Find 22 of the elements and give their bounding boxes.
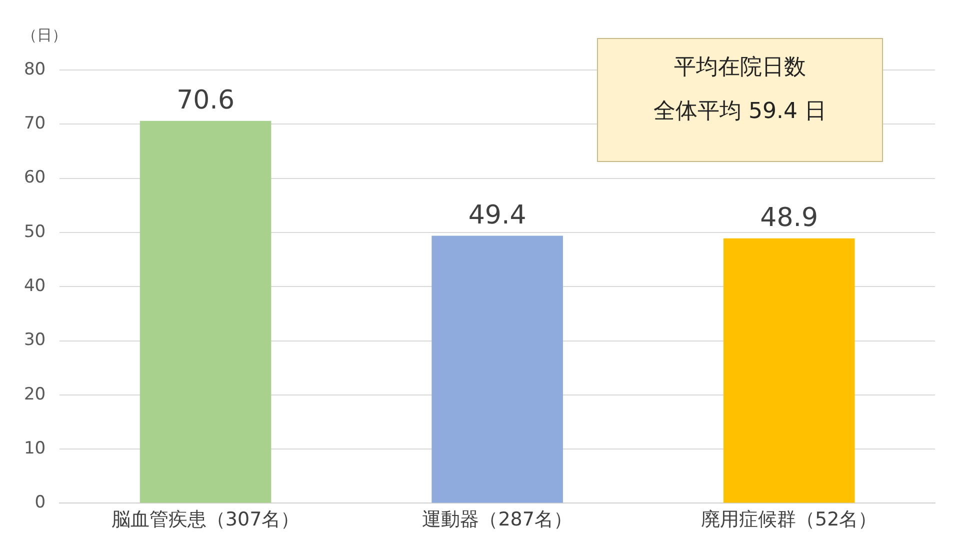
data-label: 49.4 — [468, 200, 526, 230]
y-tick-label: 50 — [24, 222, 46, 242]
y-tick-label: 30 — [24, 330, 46, 350]
y-tick-label: 0 — [34, 492, 46, 513]
bar — [432, 236, 563, 503]
chart-title: 平均在院日数 — [673, 54, 807, 82]
annotation: 全体平均 59.4 日 — [652, 98, 828, 126]
y-tick-label: 70 — [24, 114, 46, 134]
x-tick-label: 運動器（287名） — [422, 508, 572, 531]
x-tick-label: 脳血管疾患（307名） — [111, 508, 300, 531]
y-tick-label: 20 — [24, 384, 46, 404]
y-tick-label: 40 — [24, 276, 46, 296]
y-tick-label: 80 — [24, 59, 46, 80]
bar — [723, 238, 855, 503]
y-tick-label: 10 — [24, 438, 46, 458]
bar — [140, 120, 272, 503]
x-tick-label: 廃用症候群（52名） — [701, 508, 878, 531]
title-card: 平均在院日数 全体平均 59.4 日 — [597, 38, 883, 162]
y-tick-label: 60 — [24, 168, 46, 188]
y-axis-title: （日） — [22, 26, 67, 45]
data-label: 48.9 — [760, 203, 818, 234]
data-label: 70.6 — [176, 86, 234, 116]
